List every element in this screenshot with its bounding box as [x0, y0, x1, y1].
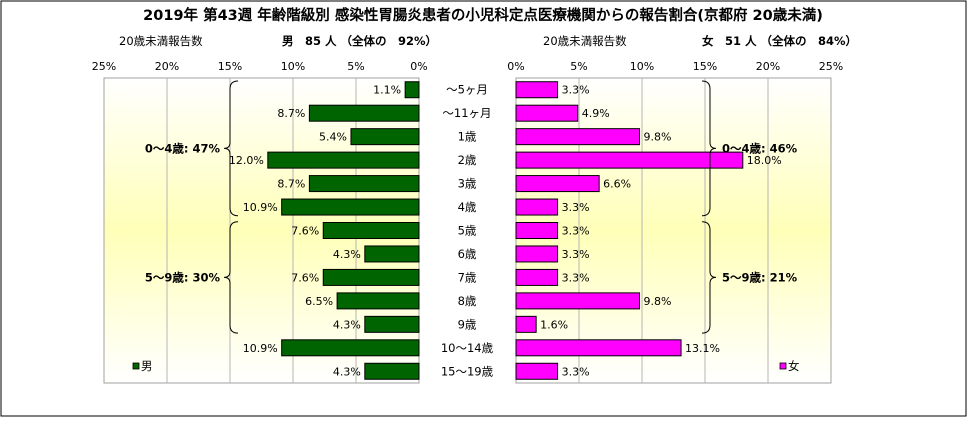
right-bar-value-label: 3.3%: [562, 365, 590, 378]
left-bar: [336, 292, 420, 310]
right-group-brace: [701, 221, 717, 334]
right-legend-label: 女: [788, 359, 800, 373]
category-label: 3歳: [458, 177, 477, 191]
category-label: 7歳: [458, 270, 477, 284]
right-bar-value-label: 9.8%: [643, 131, 671, 144]
left-x-tick-label: 25%: [92, 60, 116, 73]
category-label: 4歳: [458, 200, 477, 214]
left-bar-value-label: 6.5%: [305, 295, 333, 308]
left-bar-value-label: 8.7%: [277, 107, 305, 120]
left-bar-value-label: 7.6%: [291, 225, 319, 238]
left-bar: [281, 339, 420, 357]
left-header-count-label: 20歳未満報告数: [119, 34, 203, 48]
right-bar: [515, 222, 559, 239]
left-bar-value-label: 7.6%: [291, 271, 319, 284]
left-bar-value-label: 10.9%: [243, 342, 278, 355]
right-group-brace: [701, 80, 717, 217]
right-header-summary: 女 51 人 （全体の 84%）: [702, 34, 857, 48]
left-bar: [281, 198, 420, 216]
left-group-brace: [223, 221, 239, 334]
right-bar-value-label: 3.3%: [562, 201, 590, 214]
left-bar-value-label: 4.3%: [333, 365, 361, 378]
left-bar-value-label: 4.3%: [333, 318, 361, 331]
age-category-labels: ～5ヶ月 ～11ヶ月 1歳 2歳 3歳 4歳 5歳 6歳 7歳 8歳 9歳 10～14歳 15～19歳: [441, 83, 494, 379]
left-group-brace: [223, 80, 239, 217]
left-bar-value-label: 12.0%: [229, 154, 264, 167]
right-header-count-label: 20歳未満報告数: [543, 34, 627, 48]
right-bar: [515, 292, 640, 310]
left-bar-value-label: 8.7%: [277, 178, 305, 191]
right-bar: [515, 128, 640, 146]
right-bar: [515, 362, 559, 380]
left-bar-value-label: 4.3%: [333, 248, 361, 261]
left-legend-swatch: [132, 362, 140, 370]
right-group-label: 5～9歳: 21%: [722, 270, 798, 284]
right-bar: [515, 268, 559, 286]
right-bar: [515, 104, 579, 122]
right-bar: [515, 198, 559, 216]
left-group-label: 0～4歳: 47%: [145, 141, 221, 155]
right-bar-value-label: 3.3%: [562, 248, 590, 261]
left-bar: [308, 175, 420, 193]
left-bar: [322, 222, 420, 239]
right-bar: [515, 315, 537, 333]
right-panel-female: 0% 5% 10% 15% 20% 25% 20歳未満報告数 女 51 人 （全体の 84%）…: [507, 34, 857, 384]
category-label: 9歳: [458, 317, 477, 331]
left-bar: [267, 151, 420, 169]
left-x-tick-label: 10%: [281, 60, 305, 73]
right-bar-value-label: 1.6%: [540, 318, 568, 331]
left-bar: [350, 128, 420, 146]
left-x-tick-label: 5%: [347, 60, 364, 73]
category-label: 5歳: [458, 224, 477, 238]
left-x-tick-label: 20%: [155, 60, 179, 73]
left-bar-value-label: 10.9%: [243, 201, 278, 214]
category-label: ～11ヶ月: [442, 106, 491, 120]
right-legend-swatch: [779, 362, 787, 370]
right-x-tick-label: 5%: [570, 60, 587, 73]
left-bar-value-label: 5.4%: [319, 131, 347, 144]
left-x-tick-label: 15%: [218, 60, 242, 73]
left-bar: [364, 315, 420, 333]
right-bar: [515, 175, 600, 193]
right-bar: [515, 339, 682, 357]
right-bar-value-label: 3.3%: [562, 84, 590, 97]
category-label: ～5ヶ月: [446, 83, 488, 97]
category-label: 8歳: [458, 294, 477, 308]
right-bar-value-label: 18.0%: [747, 154, 782, 167]
category-label: 15～19歳: [441, 364, 494, 378]
right-x-tick-label: 20%: [756, 60, 780, 73]
left-bar: [404, 81, 420, 99]
right-bar-value-label: 9.8%: [643, 295, 671, 308]
right-x-tick-label: 25%: [819, 60, 843, 73]
category-label: 6歳: [458, 247, 477, 261]
left-bar: [322, 268, 420, 286]
right-group-label: 0～4歳: 46%: [722, 141, 798, 155]
right-bar-value-label: 6.6%: [603, 178, 631, 191]
right-bar: [515, 151, 744, 169]
right-bar: [515, 245, 559, 263]
left-x-tick-label: 0%: [410, 60, 427, 73]
right-bar: [515, 81, 559, 99]
right-x-tick-label: 10%: [630, 60, 654, 73]
left-legend-label: 男: [141, 359, 153, 373]
category-label: 10～14歳: [441, 341, 494, 355]
right-bar-value-label: 3.3%: [562, 271, 590, 284]
left-bar: [364, 362, 420, 380]
left-group-label: 5～9歳: 30%: [145, 270, 221, 284]
chart-title: 2019年 第43週 年齢階級別 感染性胃腸炎患者の小児科定点医療機関からの報告…: [143, 6, 823, 24]
left-panel-male: 0% 5% 10% 15% 20% 25%20歳未満報告数 男 85 人 （全体の 92%）…: [92, 34, 437, 384]
right-x-tick-label: 15%: [693, 60, 717, 73]
right-bar-value-label: 4.9%: [582, 107, 610, 120]
right-bar-value-label: 13.1%: [685, 342, 720, 355]
right-x-tick-label: 0%: [507, 60, 524, 73]
category-label: 1歳: [458, 130, 477, 144]
category-label: 2歳: [458, 153, 477, 167]
left-header-summary: 男 85 人 （全体の 92%）: [282, 34, 437, 48]
left-bar: [308, 104, 420, 122]
left-bar-value-label: 1.1%: [373, 84, 401, 97]
right-bar-value-label: 3.3%: [562, 225, 590, 238]
left-bar: [364, 245, 420, 263]
